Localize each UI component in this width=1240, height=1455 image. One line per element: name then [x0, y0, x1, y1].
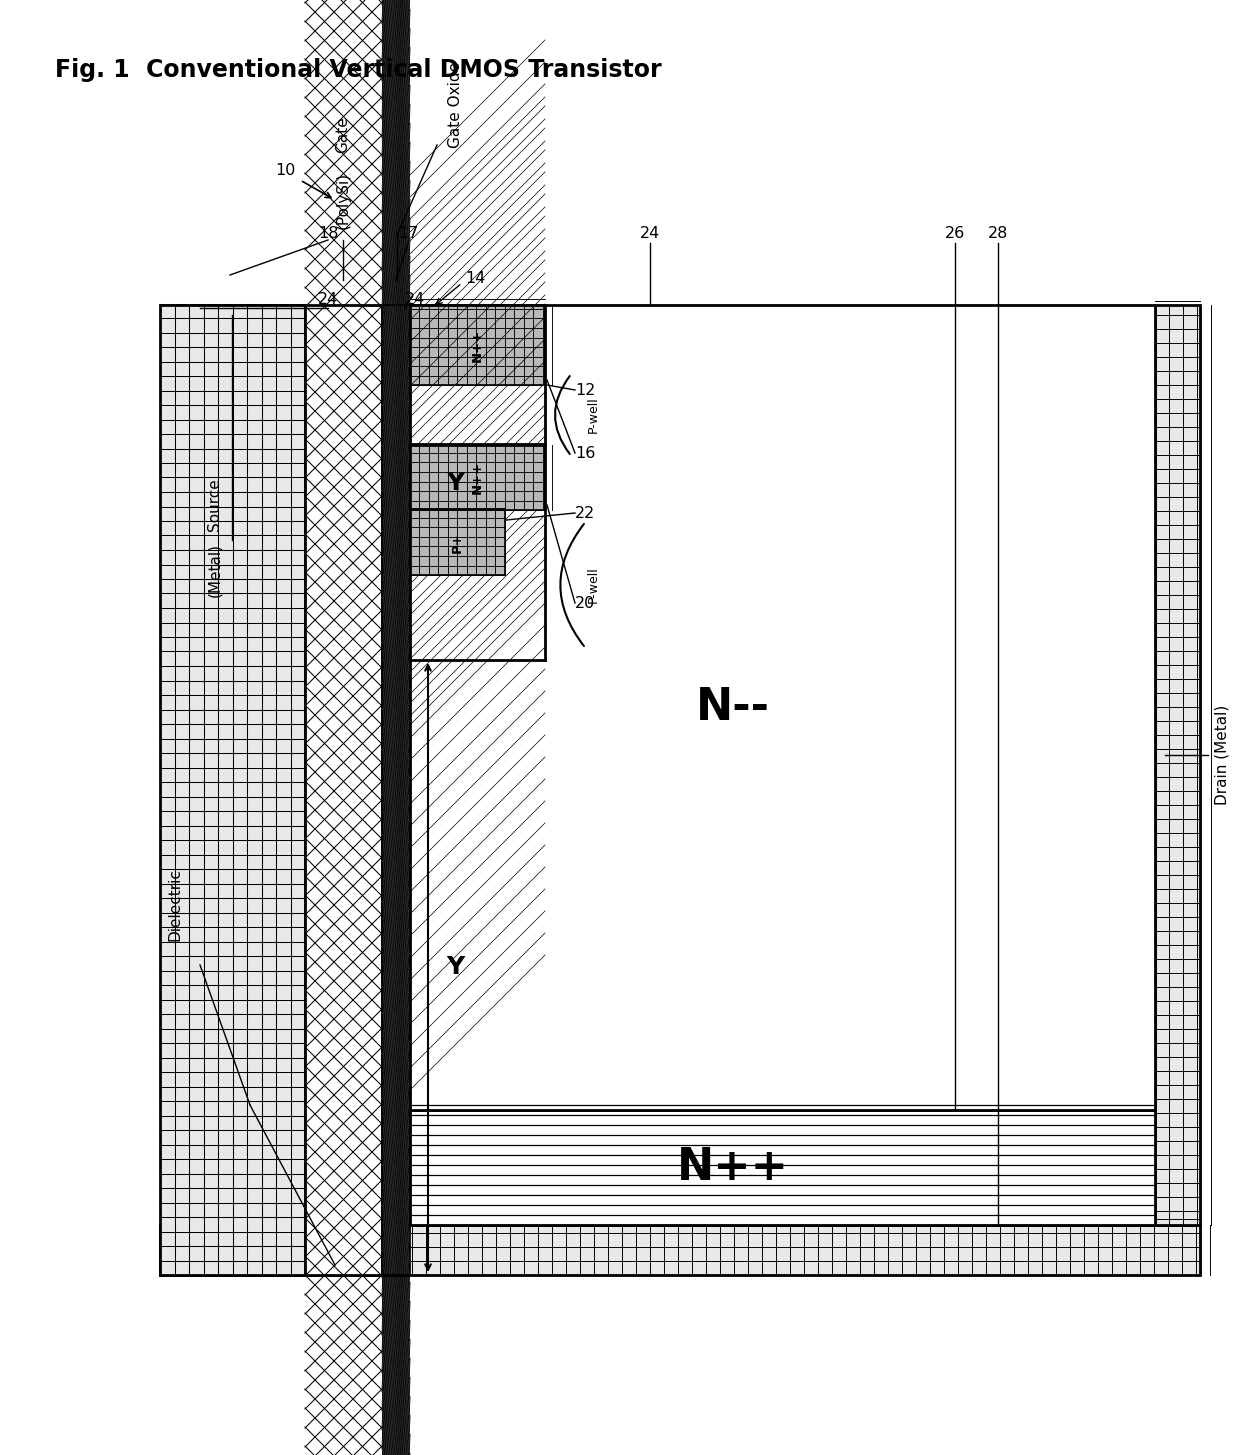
Text: P-well: P-well: [587, 566, 600, 604]
Text: 24: 24: [317, 292, 339, 307]
Text: 17: 17: [398, 226, 418, 240]
Text: 24: 24: [405, 292, 425, 307]
Text: Source: Source: [207, 479, 222, 531]
Text: Dielectric: Dielectric: [167, 869, 182, 941]
Text: 10: 10: [275, 163, 295, 178]
Bar: [410, 511, 505, 575]
Text: P-well: P-well: [587, 397, 600, 434]
Text: 24: 24: [640, 226, 660, 240]
Text: N--: N--: [696, 685, 770, 729]
Text: Drain (Metal): Drain (Metal): [1214, 704, 1230, 805]
Bar: [410, 306, 1154, 1110]
Text: 28: 28: [988, 226, 1008, 240]
Text: 16: 16: [575, 445, 595, 460]
Text: Fig. 1  Conventional Vertical DMOS Transistor: Fig. 1 Conventional Vertical DMOS Transi…: [55, 58, 662, 81]
Bar: [305, 306, 382, 1275]
Text: 22: 22: [575, 505, 595, 521]
Text: N++: N++: [471, 329, 484, 361]
Text: 14: 14: [465, 271, 485, 285]
Bar: [1154, 306, 1200, 1225]
Text: (Metal): (Metal): [207, 543, 222, 597]
Text: N++: N++: [471, 461, 484, 495]
Text: 26: 26: [945, 226, 965, 240]
Bar: [382, 306, 410, 1275]
Bar: [160, 306, 305, 1275]
Text: 20: 20: [575, 595, 595, 611]
Text: Gate Oxide: Gate Oxide: [448, 63, 463, 148]
Text: P+: P+: [451, 533, 464, 553]
Text: 12: 12: [575, 383, 595, 397]
Text: Y: Y: [446, 470, 464, 495]
Bar: [410, 445, 546, 661]
Bar: [410, 1110, 1154, 1225]
Text: (PolySi): (PolySi): [336, 172, 351, 228]
Text: N++: N++: [677, 1147, 789, 1189]
Bar: [410, 306, 546, 445]
Bar: [160, 1225, 1200, 1275]
Text: Gate: Gate: [336, 116, 351, 153]
Bar: [410, 306, 546, 386]
Text: 18: 18: [317, 226, 339, 240]
Text: Y: Y: [446, 956, 464, 979]
Bar: [410, 445, 546, 511]
